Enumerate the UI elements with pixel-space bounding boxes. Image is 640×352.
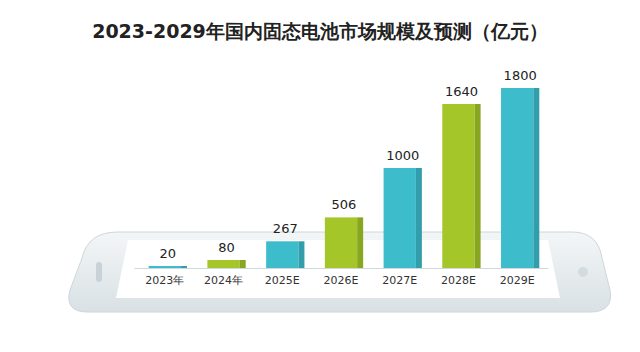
x-tick: 2024年 [204,268,243,287]
x-tick-label: 2026E [324,274,359,287]
bar [501,88,533,268]
bar [442,104,474,268]
data-label: 20 [160,246,177,261]
chart: 2023-2029年国内固态电池市场规模及预测（亿元）2023年2024年202… [0,0,640,352]
bar-side [240,260,246,268]
x-tick: 2026E [324,268,359,287]
bar-side [475,104,481,268]
x-tick: 2029E [500,268,535,287]
x-tick: 2023年 [145,268,184,287]
x-tick-label: 2024年 [204,274,243,287]
bar-side [533,88,539,268]
bars [149,88,540,268]
title: 2023-2029年国内固态电池市场规模及预测（亿元） [92,20,548,42]
x-tick-label: 2028E [441,274,476,287]
bar [384,168,416,268]
bar-side [298,241,304,268]
x-axis: 2023年 2024年 2025E 2026E 2027E 2028E 2029E [135,268,549,287]
phone-camera [578,267,588,277]
bar-side [357,217,363,268]
x-axis-line [135,268,549,269]
bar [266,241,298,268]
x-tick: 2028E [441,268,476,287]
x-tick-label: 2029E [500,274,535,287]
bar-side [416,168,422,268]
x-tick-label: 2023年 [145,274,184,287]
x-tick-label: 2025E [265,274,300,287]
bar-side [181,266,187,268]
data-label: 1640 [445,84,478,99]
x-tick: 2027E [382,268,417,287]
data-label: 506 [332,197,357,212]
x-tick: 2025E [265,268,300,287]
data-labels: 20 80 267 506 1000 1640 1800 [160,68,537,261]
x-tick-label: 2027E [382,274,417,287]
bar [207,260,239,268]
data-label: 80 [218,240,235,255]
data-label: 1000 [386,148,419,163]
data-label: 267 [273,221,298,236]
data-label: 1800 [504,68,537,83]
bar [325,217,357,268]
phone-button [96,262,102,282]
bar [149,266,181,268]
